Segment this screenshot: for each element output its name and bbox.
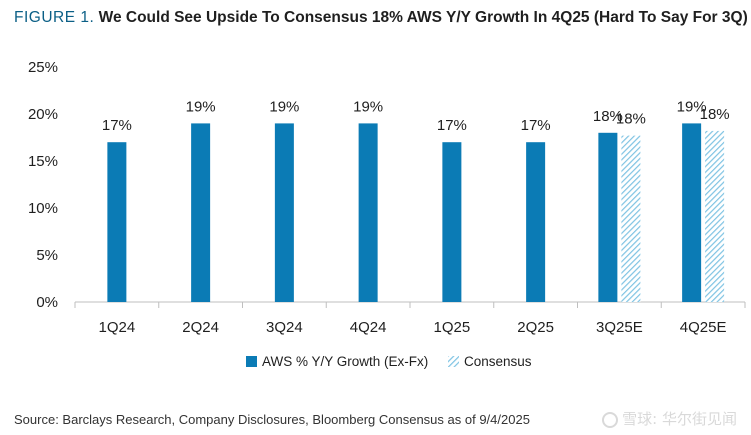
y-tick-label: 0%: [36, 294, 58, 311]
watermark-text: 雪球: 华尔街见闻: [622, 410, 737, 428]
legend-swatch-aws: [246, 356, 257, 367]
aws-growth-bar: [598, 132, 618, 302]
aws-growth-label: 18%: [593, 108, 623, 125]
x-tick-label: 2Q25: [517, 319, 554, 336]
y-tick-label: 15%: [28, 153, 58, 170]
consensus-label: 18%: [616, 111, 646, 128]
aws-growth-bar: [442, 142, 462, 302]
snowball-logo-icon: [602, 412, 619, 428]
consensus-bar: [621, 135, 641, 302]
y-tick-label: 10%: [28, 200, 58, 217]
aws-growth-bar: [682, 123, 702, 303]
legend-swatch-consensus: [448, 356, 459, 367]
x-tick-label: 3Q25E: [596, 319, 643, 336]
aws-growth-label: 19%: [269, 98, 299, 115]
aws-growth-bar: [191, 123, 211, 303]
aws-growth-label: 17%: [437, 117, 467, 134]
legend-label-consensus: Consensus: [464, 354, 532, 369]
consensus-label: 18%: [700, 106, 730, 123]
x-tick-label: 1Q24: [99, 319, 136, 336]
chart-title: We Could See Upside To Consensus 18% AWS…: [98, 9, 748, 26]
legend: AWS % Y/Y Growth (Ex-Fx) Consensus: [246, 354, 532, 369]
aws-growth-bar: [107, 142, 127, 302]
aws-growth-label: 17%: [102, 117, 132, 134]
figure-header: FIGURE 1. We Could See Upside To Consens…: [14, 9, 748, 27]
source-note: Source: Barclays Research, Company Discl…: [14, 412, 530, 427]
y-tick-label: 20%: [28, 106, 58, 123]
aws-growth-label: 17%: [521, 117, 551, 134]
consensus-bar: [705, 130, 725, 302]
aws-growth-bar: [274, 123, 294, 303]
x-tick-label: 3Q24: [266, 319, 303, 336]
y-tick-label: 25%: [28, 59, 58, 76]
aws-growth-label: 19%: [353, 98, 383, 115]
legend-label-aws: AWS % Y/Y Growth (Ex-Fx): [262, 354, 428, 369]
x-tick-label: 1Q25: [434, 319, 471, 336]
aws-growth-bar: [358, 123, 378, 303]
y-tick-label: 5%: [36, 247, 58, 264]
axes: 0% 5% 10% 15% 20% 25% 1Q24 2Q24 3Q24 4Q24 1Q25 2Q25…: [28, 59, 746, 336]
x-tick-label: 2Q24: [182, 319, 219, 336]
figure-label: FIGURE 1.: [14, 9, 95, 26]
aws-growth-label: 19%: [186, 98, 216, 115]
aws-growth-bar: [526, 142, 546, 302]
x-tick-label: 4Q25E: [680, 319, 727, 336]
watermark: 雪球: 华尔街见闻: [602, 408, 737, 429]
data-labels: 17%19% 19% 19%17% 17%18%18%19%18%: [102, 98, 730, 134]
aws-growth-label: 19%: [677, 98, 707, 115]
bars: [107, 123, 725, 303]
bar-chart: 0% 5% 10% 15% 20% 25% 1Q24 2Q24 3Q24 4Q24 1Q25 2Q25…: [28, 59, 746, 369]
x-tick-label: 4Q24: [350, 319, 387, 336]
